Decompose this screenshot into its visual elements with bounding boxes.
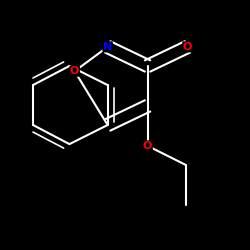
- Text: N: N: [103, 42, 112, 52]
- Text: O: O: [70, 66, 79, 76]
- Text: O: O: [183, 42, 192, 52]
- Text: O: O: [143, 141, 152, 151]
